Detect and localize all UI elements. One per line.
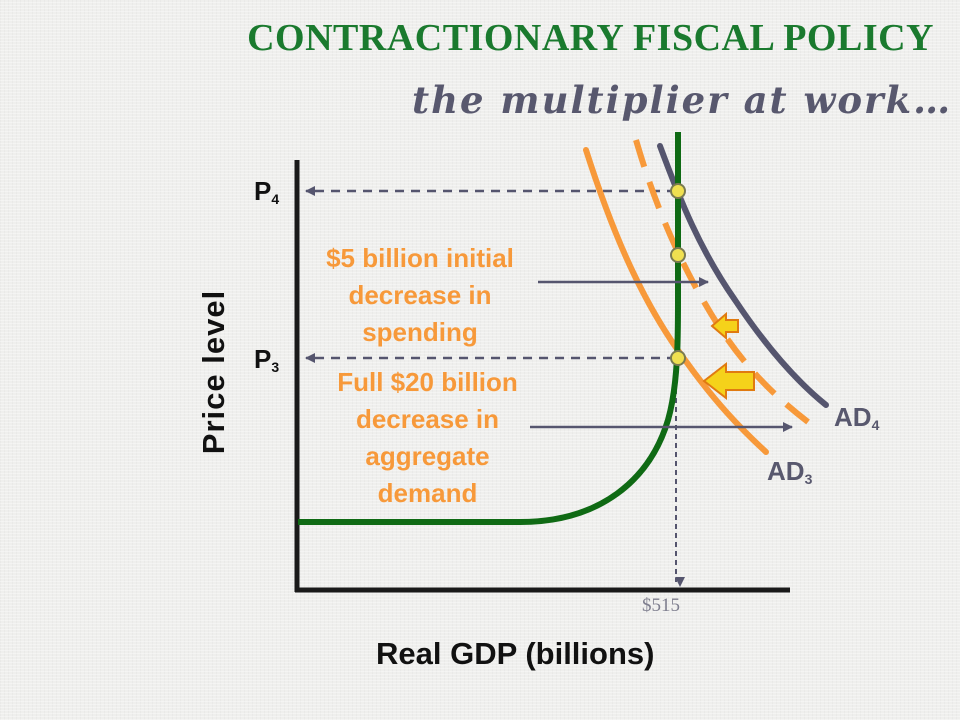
initial-decrease-note: $5 billion initial decrease in spending — [300, 240, 540, 351]
x-axis-label: Real GDP (billions) — [376, 636, 655, 671]
initial-decrease-line-2: decrease in — [348, 280, 492, 310]
full-decrease-line-4: demand — [377, 478, 478, 508]
equilibrium-point-p3 — [670, 350, 686, 366]
slide-subtitle: the multiplier at work… — [412, 78, 953, 122]
ad4-curve — [657, 143, 829, 408]
gdp-tick-label: $515 — [642, 595, 680, 616]
ad3-label: AD3 — [767, 456, 813, 487]
slide-title: CONTRACTIONARY FISCAL POLICY — [247, 17, 934, 59]
equilibrium-point-p4 — [670, 183, 686, 199]
intermediate-point — [670, 247, 686, 263]
full-decrease-line-1: Full $20 billion — [337, 367, 518, 397]
small-shift-arrow-icon — [710, 311, 739, 341]
initial-decrease-line-3: spending — [362, 317, 478, 347]
initial-decrease-line-1: $5 billion initial — [326, 243, 514, 273]
p4-label: P4 — [254, 176, 280, 207]
full-decrease-line-3: aggregate — [365, 441, 490, 471]
p3-label: P3 — [254, 344, 280, 375]
large-shift-arrow-icon — [702, 361, 755, 401]
ad4-label: AD4 — [834, 402, 880, 433]
full-decrease-note: Full $20 billion decrease in aggregate d… — [305, 364, 550, 512]
y-axis-label: Price level — [196, 289, 231, 455]
full-decrease-line-2: decrease in — [355, 404, 500, 434]
